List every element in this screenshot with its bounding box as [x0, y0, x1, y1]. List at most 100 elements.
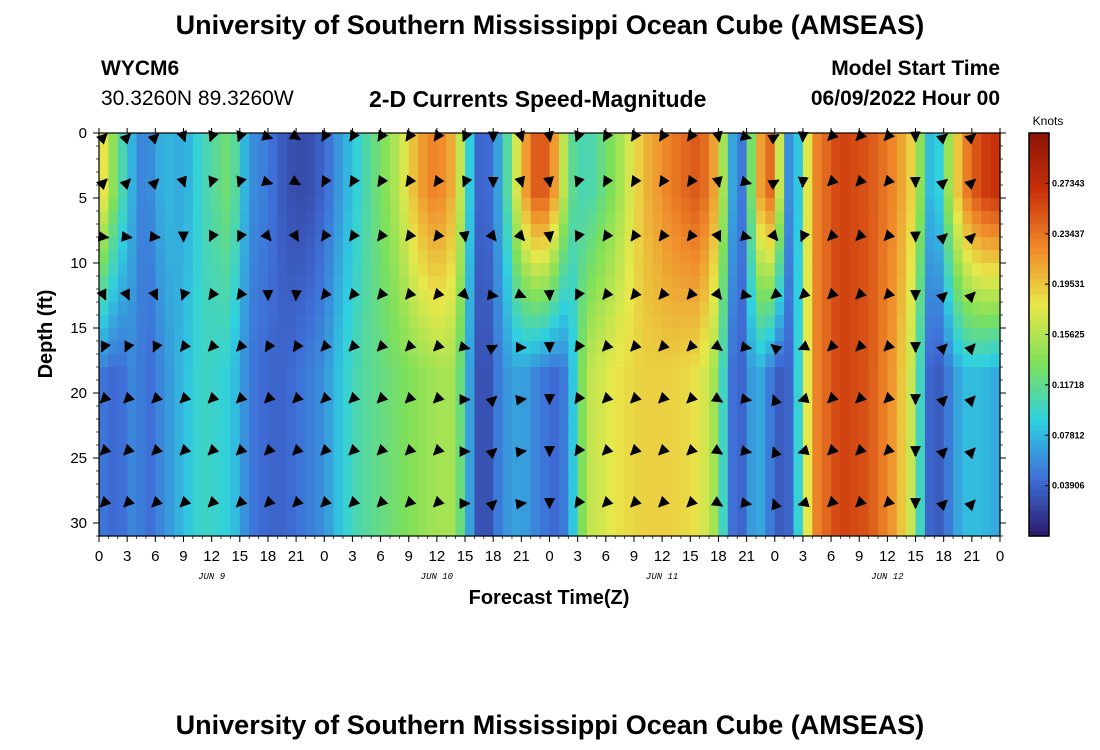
heatmap-cell [812, 237, 823, 251]
x-tick-label: 9 [179, 548, 187, 565]
heatmap-cell [953, 172, 964, 186]
heatmap-cell [924, 315, 935, 329]
heatmap-cell [455, 419, 466, 433]
heatmap-cell [680, 354, 691, 368]
heatmap-cell [784, 367, 795, 381]
heatmap-cell [465, 224, 475, 238]
heatmap-cell [812, 510, 823, 524]
heatmap-cell [202, 341, 213, 355]
heatmap-cell [718, 406, 729, 420]
heatmap-cell [333, 523, 344, 537]
heatmap-cell [934, 211, 945, 225]
heatmap-cell [145, 328, 156, 342]
heatmap-cell [502, 302, 513, 316]
heatmap-cell [737, 471, 748, 485]
heatmap-cell [361, 497, 372, 511]
heatmap-cell [239, 380, 250, 394]
heatmap-cell [615, 341, 626, 355]
heatmap-cell [971, 406, 982, 420]
heatmap-cell [267, 523, 278, 537]
heatmap-cell [296, 146, 307, 160]
heatmap-cell [868, 367, 879, 381]
heatmap-cell [756, 263, 766, 277]
heatmap-cell [502, 471, 513, 485]
heatmap-cell [934, 224, 945, 238]
heatmap-cell [737, 510, 748, 524]
heatmap-cell [277, 250, 288, 264]
current-arrow [377, 229, 389, 242]
heatmap-cell [371, 237, 382, 251]
heatmap-cell [408, 445, 419, 459]
heatmap-cell [99, 510, 109, 524]
heatmap-cell [953, 497, 964, 511]
heatmap-cell [521, 224, 532, 238]
heatmap-cell [343, 406, 353, 420]
heatmap-cell [333, 432, 344, 446]
heatmap-cell [380, 159, 391, 173]
current-arrow [151, 443, 163, 456]
heatmap-cell [399, 406, 410, 420]
heatmap-cell [634, 380, 644, 394]
heatmap-cell [221, 510, 231, 524]
heatmap-cell [286, 393, 297, 407]
heatmap-cell [333, 328, 344, 342]
heatmap-cell [605, 354, 616, 368]
heatmap-cell [943, 432, 954, 446]
heatmap-cell [183, 263, 194, 277]
heatmap-cell [774, 458, 785, 472]
heatmap-cell [953, 211, 964, 225]
heatmap-cell [784, 211, 795, 225]
heatmap-cell [399, 146, 410, 160]
heatmap-cell [587, 328, 597, 342]
heatmap-cell [577, 315, 588, 329]
heatmap-cell [493, 393, 504, 407]
current-arrow [260, 229, 272, 242]
heatmap-cell [277, 510, 288, 524]
heatmap-cell [953, 185, 964, 199]
heatmap-cell [521, 159, 532, 173]
heatmap-cell [784, 419, 795, 433]
heatmap-cell [324, 367, 335, 381]
heatmap-cell [784, 328, 795, 342]
heatmap-cell [652, 159, 663, 173]
heatmap-cell [718, 198, 729, 212]
heatmap-cell [662, 510, 673, 524]
heatmap-cell [249, 250, 260, 264]
heatmap-cell [990, 172, 1001, 186]
heatmap-cell [465, 276, 475, 290]
heatmap-cell [990, 211, 1001, 225]
heatmap-cell [915, 458, 926, 472]
heatmap-cell [305, 211, 316, 225]
heatmap-cell [746, 159, 757, 173]
heatmap-cell [277, 458, 288, 472]
heatmap-cell [756, 380, 766, 394]
heatmap-cell [389, 211, 400, 225]
heatmap-cell [436, 406, 447, 420]
heatmap-cell [108, 445, 119, 459]
heatmap-cell [587, 263, 597, 277]
heatmap-cell [765, 198, 776, 212]
heatmap-cell [183, 302, 194, 316]
heatmap-cell [558, 289, 569, 303]
heatmap-cell [784, 146, 795, 160]
heatmap-cell [587, 250, 597, 264]
heatmap-cell [765, 445, 776, 459]
heatmap-cell [521, 211, 532, 225]
heatmap-cell [624, 302, 635, 316]
heatmap-cell [709, 237, 720, 251]
heatmap-cell [624, 198, 635, 212]
heatmap-cell [305, 393, 316, 407]
heatmap-cell [643, 354, 654, 368]
heatmap-cell [164, 445, 175, 459]
heatmap-cell [155, 406, 166, 420]
heatmap-cell [549, 289, 560, 303]
heatmap-cell [352, 432, 363, 446]
heatmap-cell [953, 354, 964, 368]
heatmap-cell [793, 510, 804, 524]
current-arrow [433, 129, 445, 142]
heatmap-cell [802, 250, 813, 264]
heatmap-cell [136, 484, 147, 498]
heatmap-cell [690, 237, 701, 251]
heatmap-cell [812, 445, 823, 459]
heatmap-cell [943, 458, 954, 472]
